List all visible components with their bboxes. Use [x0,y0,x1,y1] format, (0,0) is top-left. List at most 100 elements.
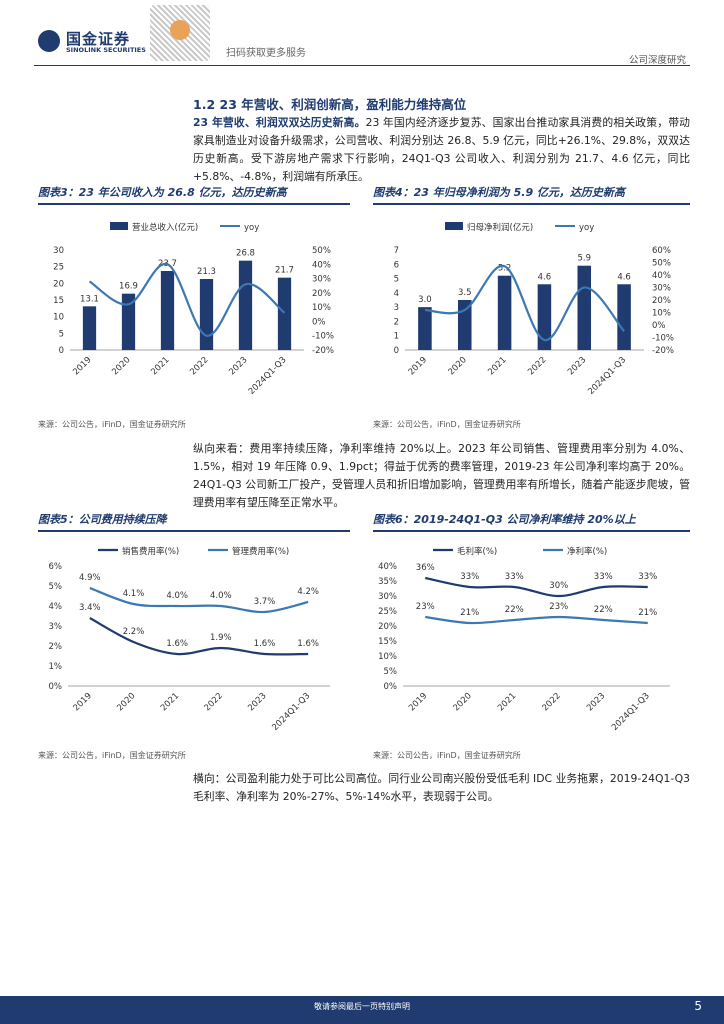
y-tick-label: 4% [49,602,63,612]
y-tick-label: 10 [53,313,64,323]
x-tick-label: 2022 [203,691,225,713]
bar-value-label: 13.1 [80,294,99,304]
paragraph-1-lead: 23 年营收、利润双双达历史新高。 [193,116,366,129]
figure-3-title: 图表3：23 年公司收入为 26.8 亿元，达历史新高 [38,186,287,199]
chart-margin: 毛利率(%) 净利率(%) 0% 5% 10% 15% 20% 25% 30% 35% 40% 201… [378,546,670,733]
bar-value-label: 5.9 [577,254,591,264]
footer-bar [0,996,724,1024]
y-tick-label: 6% [49,562,63,572]
x-tick-label: 2021 [486,355,508,377]
data-label: 3.7% [254,597,276,607]
x-tick-label: 2024Q1-Q3 [247,355,289,397]
x-tick-label: 2023 [585,691,607,713]
logo-text-en: SINOLINK SECURITIES [66,46,146,54]
bar [160,271,175,350]
bar [497,275,512,350]
y-tick-label: 5 [59,329,64,339]
section-title: 1.2 23 年营收、利润创新高，盈利能力维持高位 [193,97,467,112]
qr-logo-icon [170,20,190,40]
bar-value-label: 4.6 [538,272,552,282]
legend-label: 销售费用率(%) [122,546,179,557]
bar-value-label: 16.9 [119,282,138,292]
x-tick-label: 2021 [149,355,171,377]
x-tick-label: 2023 [246,691,268,713]
y-tick-label: 25% [378,607,397,617]
series-line [425,615,648,625]
y2-tick-label: 50% [312,246,331,256]
figure-6-source: 来源：公司公告，iFinD，国金证券研究所 [373,751,521,760]
bar [238,260,253,350]
bar-value-label: 21.3 [197,267,216,277]
data-label: 33% [505,572,524,582]
x-tick-label: 2023 [227,355,249,377]
series-line [425,576,648,598]
y2-tick-label: 0% [312,317,326,327]
legend-label: 净利率(%) [567,546,607,557]
x-tick-label: 2019 [407,355,429,377]
y-tick-label: 2% [49,642,63,652]
y-tick-label: 5% [49,582,63,592]
data-label: 3.4% [79,603,101,613]
chart-revenue: 营业总收入(亿元) yoy 0 5 10 15 20 25 30 -20% -10% 0% 10% 20%… [53,222,334,397]
x-tick-label: 2020 [446,355,468,377]
legend-bar-swatch [445,222,463,230]
y2-tick-label: 30% [652,284,671,294]
scan-prompt: 扫码获取更多服务 [226,48,306,59]
data-label: 4.2% [297,587,319,597]
x-tick-label: 2022 [526,355,548,377]
data-label: 4.1% [123,589,145,599]
figure-3-source: 来源：公司公告，iFinD，国金证券研究所 [38,420,186,429]
x-tick-label: 2024Q1-Q3 [586,355,628,397]
paragraph-3: 横向：公司盈利能力处于可比公司高位。同行业公司南兴股份受低毛利 IDC 业务拖累… [193,772,690,803]
y-tick-label: 1% [49,662,63,672]
bar [277,277,292,350]
x-tick-label: 2020 [115,691,137,713]
series-line [89,617,309,656]
y-tick-label: 5 [394,275,399,285]
bar-value-label: 3.0 [418,295,432,305]
y2-tick-label: -10% [652,334,674,344]
report-type: 公司深度研究 [628,55,686,66]
y-tick-label: 20 [53,279,64,289]
page-header: 国金证券 SINOLINK SECURITIES 扫码获取更多服务 公司深度研究 [0,0,724,66]
y-tick-label: 3% [49,622,63,632]
data-label: 2.2% [123,627,145,637]
figure-4-rule [373,203,690,205]
y2-tick-label: 20% [652,296,671,306]
y-tick-label: 35% [378,577,397,587]
data-label: 22% [505,605,524,615]
y-tick-label: 7 [394,246,399,256]
figure-6-rule [373,530,690,532]
y2-tick-label: 10% [652,309,671,319]
y2-tick-label: -10% [312,332,334,342]
paragraph-1: 23 年营收、利润双双达历史新高。23 年国内经济逐步复苏、国家出台推动家具消费… [193,114,690,186]
data-label: 21% [460,608,479,618]
legend-line-label: yoy [244,223,259,233]
figure-3-rule [38,203,350,205]
x-tick-label: 2023 [566,355,588,377]
y-tick-label: 0% [49,682,63,692]
y2-tick-label: 20% [312,289,331,299]
y-tick-label: 0 [394,346,399,356]
y2-tick-label: 40% [652,271,671,281]
y2-tick-label: 10% [312,303,331,313]
logo-text-cn: 国金证券 [66,30,131,48]
x-tick-label: 2019 [407,691,429,713]
bar [457,300,472,350]
y-tick-label: 0% [384,682,398,692]
y2-tick-label: 30% [312,275,331,285]
x-tick-label: 2022 [188,355,210,377]
paragraph-2: 纵向来看：费用率持续压降，净利率维持 20%以上。2023 年公司销售、管理费用… [193,442,690,509]
y2-tick-label: 40% [312,260,331,270]
data-label: 4.9% [79,573,101,583]
x-tick-label: 2020 [110,355,132,377]
footer-disclaimer: 敬请参阅最后一页特别声明 [314,1002,410,1011]
data-label: 4.0% [210,591,232,601]
y-tick-label: 30% [378,592,397,602]
legend-bar-swatch [110,222,128,230]
y-tick-label: 0 [59,346,64,356]
x-tick-label: 2024Q1-Q3 [270,691,312,733]
data-label: 30% [549,581,568,591]
legend-line-label: yoy [579,223,594,233]
legend-bar-label: 营业总收入(亿元) [132,222,198,233]
